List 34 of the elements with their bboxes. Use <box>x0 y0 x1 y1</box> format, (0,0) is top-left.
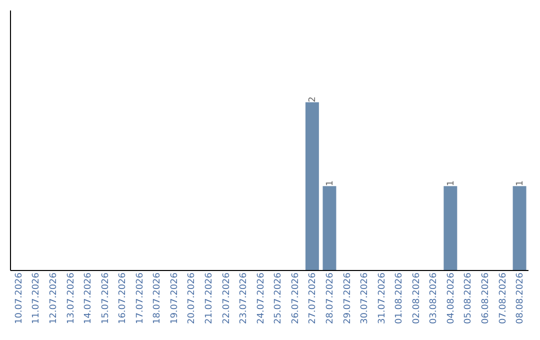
x-tick-label: 30.07.2026 <box>360 272 370 324</box>
data-label: 1 <box>446 180 456 186</box>
x-tick-label: 08.08.2026 <box>516 272 526 324</box>
x-tick-label: 06.08.2026 <box>480 272 491 324</box>
x-tick-label: 28.07.2026 <box>325 272 336 324</box>
x-tick-label: 18.07.2026 <box>152 272 163 324</box>
data-label: 1 <box>325 180 336 186</box>
x-tick-label: 13.07.2026 <box>66 272 76 324</box>
x-tick-label: 20.07.2026 <box>187 272 198 324</box>
x-tick-label: 07.08.2026 <box>498 272 508 324</box>
x-tick-label: 05.08.2026 <box>464 272 474 324</box>
x-tick-label: 16.07.2026 <box>118 272 128 324</box>
x-tick-label: 29.07.2026 <box>342 272 353 324</box>
x-tick-label: 15.07.2026 <box>100 272 111 324</box>
x-tick-label: 23.07.2026 <box>239 272 250 324</box>
x-tick-label: 11.07.2026 <box>32 272 42 324</box>
x-tick-label: 01.08.2026 <box>394 272 405 324</box>
x-tick-label: 25.07.2026 <box>274 272 284 324</box>
data-label: 1 <box>516 180 526 186</box>
x-tick-label: 02.08.2026 <box>412 272 422 324</box>
x-tick-label: 31.07.2026 <box>377 272 388 324</box>
x-tick-label: 24.07.2026 <box>256 272 266 324</box>
x-tick-label: 10.07.2026 <box>14 272 24 324</box>
x-tick-label: 12.07.2026 <box>49 272 60 324</box>
x-tick-label: 04.08.2026 <box>446 272 456 324</box>
x-tick-label: 26.07.2026 <box>290 272 301 324</box>
x-tick-label: 14.07.2026 <box>84 272 94 324</box>
x-tick-label: 27.07.2026 <box>308 272 318 324</box>
x-tick-label: 19.07.2026 <box>170 272 180 324</box>
data-label: 2 <box>308 96 318 102</box>
x-tick-label: 22.07.2026 <box>222 272 232 324</box>
x-tick-label: 03.08.2026 <box>429 272 440 324</box>
x-tick-label: 21.07.2026 <box>204 272 215 324</box>
x-tick-label: 17.07.2026 <box>135 272 146 324</box>
